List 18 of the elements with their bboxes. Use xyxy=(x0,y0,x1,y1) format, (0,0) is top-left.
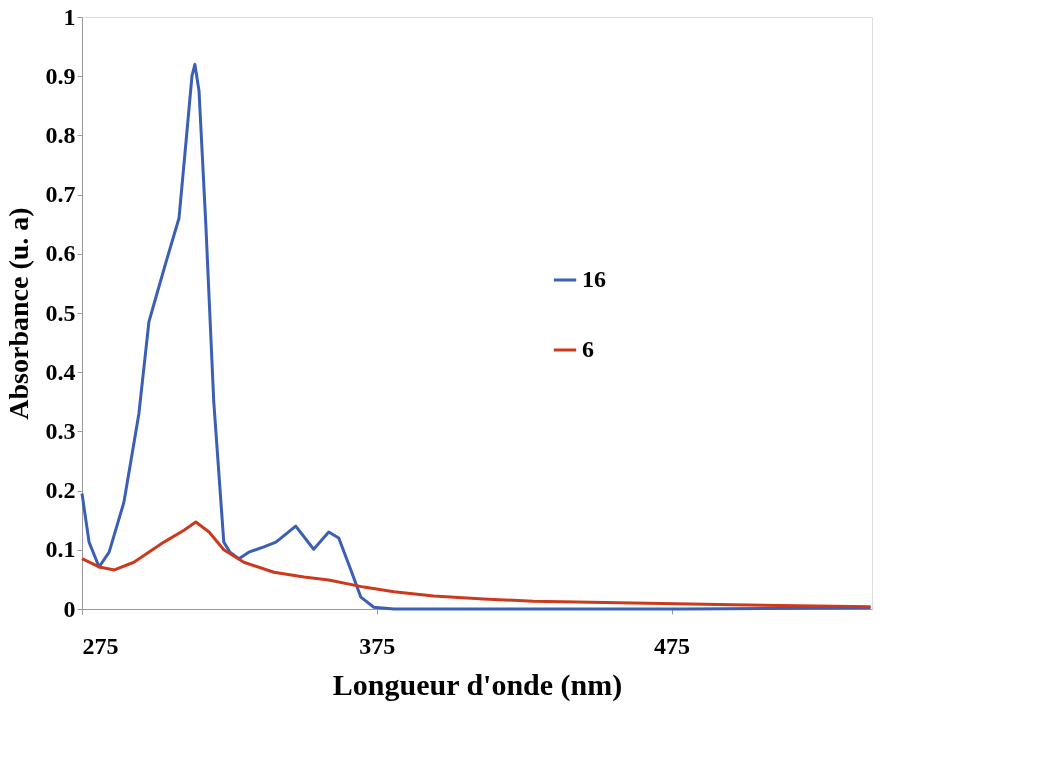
y-tick-label: 0.3 xyxy=(45,417,76,444)
y-tick-label: 0.1 xyxy=(45,536,76,563)
x-tick-label: 375 xyxy=(359,632,396,659)
y-tick-label: 0.8 xyxy=(45,121,76,148)
y-tick-label: 0.4 xyxy=(45,358,76,385)
x-tick-label: 275 xyxy=(82,632,119,659)
y-tick-label: 0 xyxy=(63,595,76,622)
y-tick-label: 0.6 xyxy=(45,240,76,267)
y-axis-title: Absorbance (u. a) xyxy=(2,207,34,420)
y-tick-label: 0.2 xyxy=(45,477,76,504)
x-tick-label: 475 xyxy=(654,632,691,659)
legend-label: 16 xyxy=(582,266,606,292)
y-tick-label: 0.9 xyxy=(45,62,76,89)
x-axis-title: Longueur d'onde (nm) xyxy=(332,667,623,702)
y-tick-label: 1 xyxy=(63,3,76,30)
y-tick-label: 0.5 xyxy=(45,299,76,326)
y-tick-label: 0.7 xyxy=(45,181,76,208)
legend-label: 6 xyxy=(582,336,594,362)
